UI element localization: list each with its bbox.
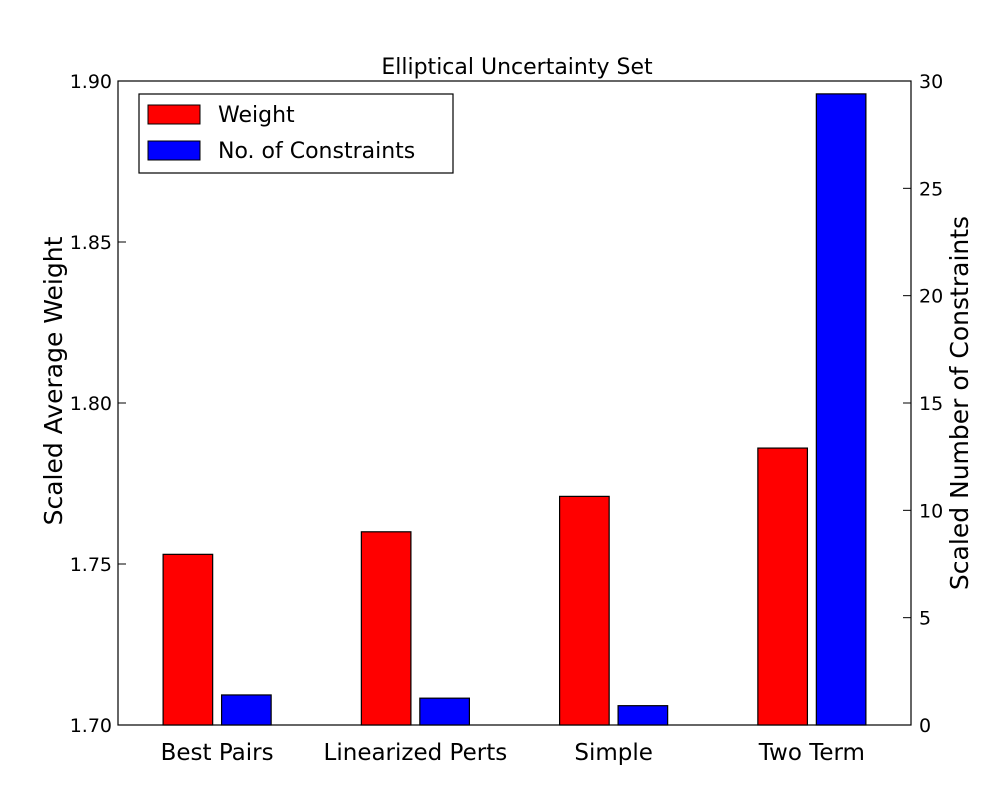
x-tick-label: Linearized Perts <box>324 740 508 766</box>
y-tick-label-right: 10 <box>919 500 943 522</box>
bar-weight-simple <box>559 495 610 726</box>
y-tick-label-right: 0 <box>919 715 931 737</box>
bars <box>162 93 867 726</box>
y-tick-label-left: 1.90 <box>70 71 112 93</box>
legend-swatch <box>147 104 201 125</box>
y-tick-label-right: 5 <box>919 608 931 630</box>
y-tick-label-right: 15 <box>919 393 943 415</box>
chart-title: Elliptical Uncertainty Set <box>381 55 653 80</box>
bar-weight-linearized-perts <box>360 531 412 726</box>
y-tick-label-right: 25 <box>919 178 943 200</box>
right-axis: 0 5 10 15 20 25 30 <box>903 71 943 737</box>
legend-label: No. of Constraints <box>218 139 415 164</box>
y-axis-title-left: Scaled Average Weight <box>39 236 68 525</box>
legend: Weight No. of Constraints <box>138 93 454 174</box>
legend-label: Weight <box>218 103 295 128</box>
y-tick-label-left: 1.85 <box>70 232 112 254</box>
bar-constraints-linearized-perts <box>419 697 470 726</box>
y-axis-title-right: Scaled Number of Constraints <box>945 216 974 590</box>
y-tick-label-right: 30 <box>919 71 943 93</box>
bar-constraints-best-pairs <box>220 694 272 726</box>
y-tick-label-left: 1.80 <box>70 393 112 415</box>
y-tick-label-left: 1.70 <box>70 715 112 737</box>
x-axis: Best Pairs Linearized Perts Simple Two Term <box>161 740 865 766</box>
left-axis: 1.70 1.75 1.80 1.85 1.90 <box>70 71 126 737</box>
bar-weight-two-term <box>757 447 809 726</box>
legend-swatch <box>147 140 201 161</box>
bar-constraints-simple <box>617 705 669 726</box>
x-tick-label: Two Term <box>758 740 865 766</box>
bar-weight-best-pairs <box>162 553 214 726</box>
y-tick-label-left: 1.75 <box>70 554 112 576</box>
x-tick-label: Simple <box>574 740 653 766</box>
y-tick-label-right: 20 <box>919 286 943 308</box>
x-tick-label: Best Pairs <box>161 740 274 766</box>
bar-constraints-two-term <box>815 93 867 726</box>
